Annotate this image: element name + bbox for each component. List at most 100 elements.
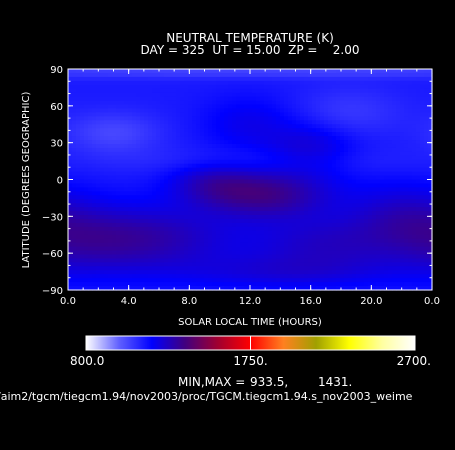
heatmap-cell: [80, 199, 85, 204]
heatmap-cell: [116, 124, 121, 129]
heatmap-cell: [68, 187, 73, 192]
heatmap-cell: [384, 72, 389, 78]
heatmap-cell: [420, 124, 425, 129]
heatmap-cell: [252, 242, 257, 248]
heatmap-cell: [124, 191, 129, 196]
heatmap-cell: [260, 211, 265, 216]
heatmap-cell: [204, 179, 209, 185]
heatmap-cell: [388, 207, 393, 212]
heatmap-cell: [232, 108, 237, 114]
heatmap-cell: [216, 282, 221, 287]
heatmap-cell: [364, 207, 369, 212]
heatmap-cell: [304, 258, 309, 263]
heatmap-cell: [108, 155, 113, 161]
heatmap-cell: [220, 128, 225, 133]
heatmap-cell: [360, 132, 365, 137]
heatmap-cell: [384, 230, 389, 236]
heatmap-cell: [348, 246, 353, 252]
heatmap-cell: [144, 72, 149, 78]
heatmap-cell: [196, 163, 201, 169]
heatmap-cell: [236, 234, 241, 240]
heatmap-cell: [244, 136, 249, 141]
heatmap-cell: [336, 250, 341, 256]
heatmap-cell: [408, 242, 413, 248]
heatmap-cell: [384, 203, 389, 208]
heatmap-cell: [128, 234, 133, 240]
heatmap-cell: [372, 140, 377, 145]
heatmap-cell: [188, 163, 193, 169]
heatmap-cell: [72, 147, 77, 153]
heatmap-cell: [192, 207, 197, 212]
heatmap-cell: [160, 155, 165, 161]
heatmap-cell: [212, 143, 217, 149]
heatmap-cell: [296, 155, 301, 161]
heatmap-cell: [388, 195, 393, 200]
heatmap-cell: [188, 183, 193, 188]
heatmap-cell: [140, 140, 145, 145]
heatmap-cell: [416, 270, 421, 275]
heatmap-cell: [120, 187, 125, 192]
heatmap-cell: [116, 226, 121, 232]
heatmap-cell: [192, 254, 197, 260]
heatmap-cell: [124, 274, 129, 279]
heatmap-cell: [92, 254, 97, 260]
heatmap-cell: [120, 218, 125, 224]
heatmap-cell: [292, 143, 297, 149]
heatmap-cell: [164, 76, 169, 82]
heatmap-cell: [372, 211, 377, 216]
heatmap-cell: [100, 215, 105, 220]
heatmap-cell: [96, 266, 101, 271]
heatmap-cell: [328, 179, 333, 185]
heatmap-cell: [420, 116, 425, 121]
heatmap-cell: [420, 226, 425, 232]
heatmap-cell: [188, 195, 193, 200]
heatmap-cell: [136, 207, 141, 212]
heatmap-cell: [396, 84, 401, 90]
heatmap-cell: [268, 246, 273, 252]
heatmap-cell: [304, 128, 309, 133]
heatmap-cell: [404, 282, 409, 287]
heatmap-cell: [408, 278, 413, 283]
heatmap-cell: [268, 195, 273, 200]
heatmap-cell: [368, 234, 373, 240]
heatmap-cell: [216, 132, 221, 137]
heatmap-cell: [152, 80, 157, 86]
heatmap-cell: [140, 215, 145, 220]
heatmap-cell: [116, 155, 121, 161]
heatmap-cell: [248, 72, 253, 78]
heatmap-cell: [144, 136, 149, 141]
heatmap-cell: [396, 171, 401, 177]
heatmap-cell: [220, 116, 225, 121]
heatmap-cell: [312, 104, 317, 110]
heatmap-cell: [140, 132, 145, 137]
heatmap-cell: [100, 195, 105, 200]
heatmap-cell: [184, 69, 189, 74]
heatmap-cell: [200, 207, 205, 212]
heatmap-cell: [88, 140, 93, 145]
heatmap-cell: [72, 179, 77, 185]
heatmap-cell: [340, 207, 345, 212]
heatmap-cell: [152, 72, 157, 78]
heatmap-cell: [420, 151, 425, 157]
heatmap-cell: [280, 211, 285, 216]
heatmap-cell: [68, 246, 73, 252]
heatmap-cell: [268, 100, 273, 106]
heatmap-cell: [216, 211, 221, 216]
heatmap-cell: [72, 88, 77, 94]
heatmap-cell: [416, 222, 421, 228]
heatmap-cell: [116, 167, 121, 173]
heatmap-cell: [88, 215, 93, 220]
heatmap-cell: [112, 226, 117, 232]
heatmap-cell: [408, 274, 413, 279]
heatmap-cell: [404, 167, 409, 173]
heatmap-cell: [104, 207, 109, 212]
heatmap-cell: [244, 124, 249, 129]
heatmap-cell: [148, 226, 153, 232]
heatmap-cell: [132, 159, 137, 165]
heatmap-cell: [180, 88, 185, 94]
heatmap-cell: [192, 163, 197, 169]
heatmap-cell: [300, 84, 305, 90]
heatmap-cell: [152, 159, 157, 165]
heatmap-cell: [144, 155, 149, 161]
heatmap-cell: [240, 215, 245, 220]
